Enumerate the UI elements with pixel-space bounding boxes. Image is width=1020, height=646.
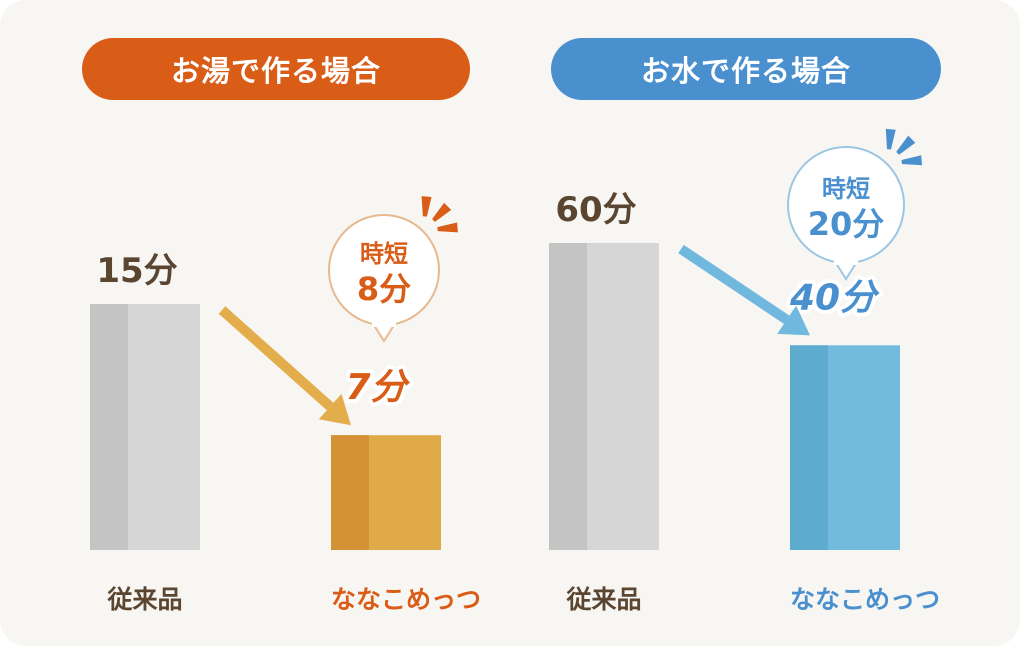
value-label-baseline: 60分 — [555, 190, 636, 230]
category-label: ななこめっつ — [790, 585, 940, 614]
value-label-product-outline: 40分 — [789, 277, 880, 318]
callout-line2: 8分 — [357, 270, 411, 308]
bar-product — [790, 345, 900, 550]
bar-product — [331, 435, 441, 550]
reduction-arrow — [678, 244, 810, 336]
emphasis-burst-icon — [421, 196, 458, 233]
cold-water-header: お水で作る場合 — [551, 38, 941, 100]
emphasis-burst-icon — [885, 128, 923, 166]
category-label: ななこめっつ — [331, 585, 481, 614]
category-label: 従来品 — [565, 585, 641, 614]
bar-baseline — [549, 243, 659, 550]
callout-line1: 時短 — [822, 175, 870, 203]
category-label: 従来品 — [106, 585, 182, 614]
value-label-product: 40分 — [789, 277, 880, 318]
callout-line2: 20分 — [808, 205, 885, 243]
reduction-arrow — [218, 306, 351, 426]
hot-water-header: お湯で作る場合 — [82, 38, 470, 100]
bar-baseline — [90, 304, 200, 550]
value-label-product: 7分 — [345, 367, 410, 408]
callout-line1: 時短 — [360, 240, 408, 268]
value-label-product-outline: 7分 — [345, 367, 410, 408]
value-label-baseline: 15分 — [96, 251, 177, 291]
